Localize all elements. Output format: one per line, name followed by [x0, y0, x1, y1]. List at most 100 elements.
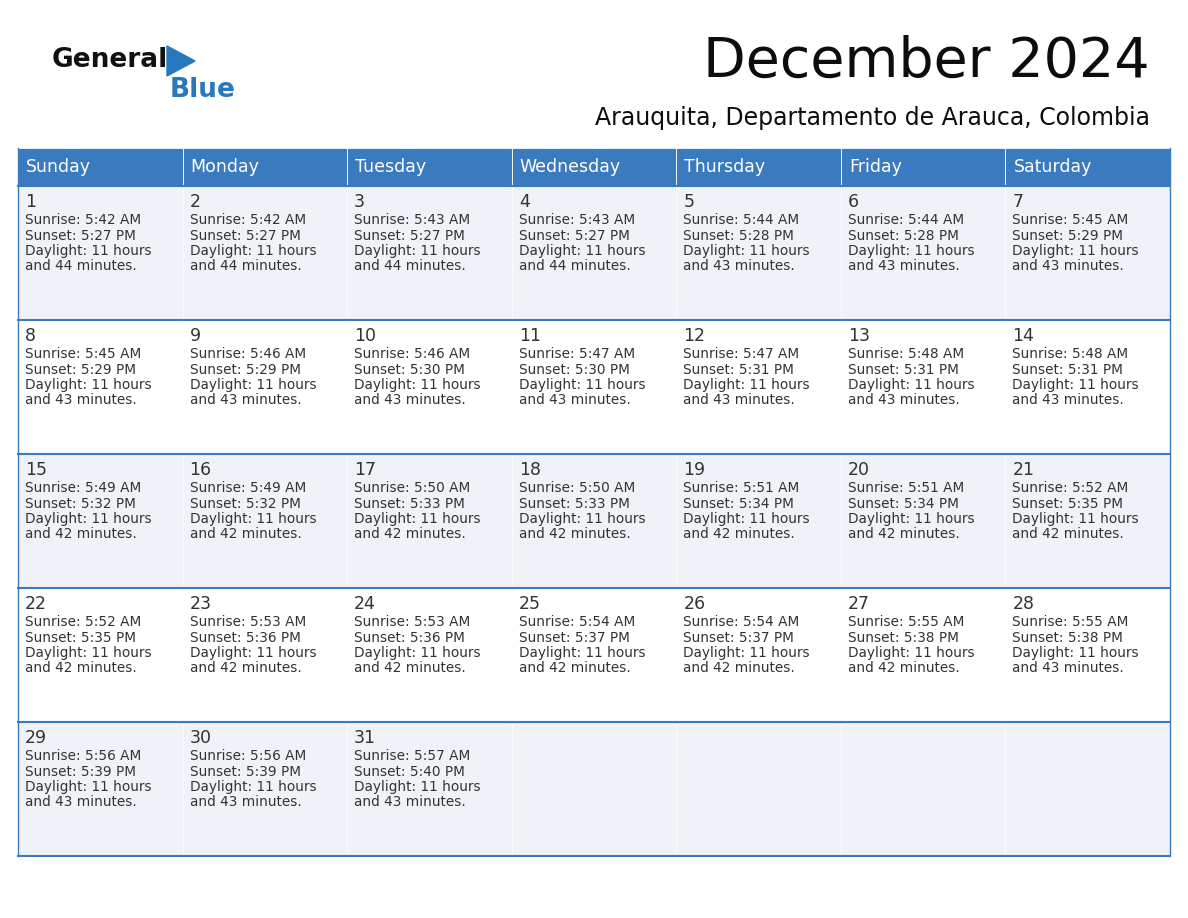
Text: 31: 31 [354, 729, 377, 747]
Text: and 43 minutes.: and 43 minutes. [354, 394, 466, 408]
Text: Sunrise: 5:54 AM: Sunrise: 5:54 AM [519, 615, 634, 629]
Text: 5: 5 [683, 193, 694, 211]
Text: Tuesday: Tuesday [355, 158, 426, 176]
Text: 9: 9 [190, 327, 201, 345]
Bar [841, 588, 1005, 722]
Text: 28: 28 [1012, 595, 1035, 613]
Text: Daylight: 11 hours: Daylight: 11 hours [683, 378, 810, 392]
Text: Monday: Monday [190, 158, 259, 176]
Bar [512, 722, 676, 856]
Text: and 43 minutes.: and 43 minutes. [683, 394, 795, 408]
Text: 10: 10 [354, 327, 377, 345]
Text: Sunset: 5:30 PM: Sunset: 5:30 PM [519, 363, 630, 376]
Bar [676, 320, 841, 454]
Text: Blue: Blue [170, 77, 236, 103]
Text: and 42 minutes.: and 42 minutes. [683, 528, 795, 542]
Text: and 43 minutes.: and 43 minutes. [25, 796, 137, 810]
Text: Sunset: 5:36 PM: Sunset: 5:36 PM [190, 631, 301, 644]
Text: 6: 6 [848, 193, 859, 211]
Text: December 2024: December 2024 [703, 35, 1150, 89]
Bar [1005, 186, 1170, 320]
Bar [1005, 148, 1170, 186]
Text: Friday: Friday [849, 158, 902, 176]
Bar [1005, 722, 1170, 856]
Text: Sunrise: 5:50 AM: Sunrise: 5:50 AM [354, 481, 470, 495]
Text: 17: 17 [354, 461, 377, 479]
Text: Sunrise: 5:55 AM: Sunrise: 5:55 AM [1012, 615, 1129, 629]
Text: 14: 14 [1012, 327, 1035, 345]
Text: Daylight: 11 hours: Daylight: 11 hours [190, 646, 316, 660]
Text: Wednesday: Wednesday [519, 158, 621, 176]
Text: Daylight: 11 hours: Daylight: 11 hours [848, 646, 974, 660]
Text: and 42 minutes.: and 42 minutes. [683, 662, 795, 676]
Text: Sunrise: 5:52 AM: Sunrise: 5:52 AM [1012, 481, 1129, 495]
Text: Daylight: 11 hours: Daylight: 11 hours [683, 512, 810, 526]
Text: and 42 minutes.: and 42 minutes. [848, 662, 960, 676]
Text: Arauquita, Departamento de Arauca, Colombia: Arauquita, Departamento de Arauca, Colom… [595, 106, 1150, 130]
Text: General: General [52, 47, 169, 73]
Text: and 43 minutes.: and 43 minutes. [848, 260, 960, 274]
Text: 22: 22 [25, 595, 48, 613]
Text: Sunrise: 5:51 AM: Sunrise: 5:51 AM [683, 481, 800, 495]
Text: Sunset: 5:27 PM: Sunset: 5:27 PM [519, 229, 630, 242]
Text: Daylight: 11 hours: Daylight: 11 hours [848, 512, 974, 526]
Bar [676, 454, 841, 588]
Text: 7: 7 [1012, 193, 1023, 211]
Text: and 42 minutes.: and 42 minutes. [1012, 528, 1124, 542]
Text: and 43 minutes.: and 43 minutes. [519, 394, 631, 408]
Text: Sunset: 5:35 PM: Sunset: 5:35 PM [1012, 497, 1124, 510]
Text: Sunrise: 5:43 AM: Sunrise: 5:43 AM [354, 213, 470, 227]
Bar [18, 186, 183, 320]
Text: and 42 minutes.: and 42 minutes. [190, 528, 302, 542]
Bar [841, 186, 1005, 320]
Text: Sunset: 5:27 PM: Sunset: 5:27 PM [354, 229, 465, 242]
Text: Sunset: 5:27 PM: Sunset: 5:27 PM [190, 229, 301, 242]
Polygon shape [168, 46, 195, 76]
Text: 1: 1 [25, 193, 36, 211]
Text: 8: 8 [25, 327, 36, 345]
Text: Sunrise: 5:53 AM: Sunrise: 5:53 AM [354, 615, 470, 629]
Bar [183, 320, 347, 454]
Text: Sunset: 5:39 PM: Sunset: 5:39 PM [25, 765, 135, 778]
Text: Sunrise: 5:49 AM: Sunrise: 5:49 AM [190, 481, 305, 495]
Text: 23: 23 [190, 595, 211, 613]
Text: and 43 minutes.: and 43 minutes. [190, 394, 302, 408]
Text: Daylight: 11 hours: Daylight: 11 hours [519, 244, 645, 258]
Bar [1005, 454, 1170, 588]
Text: 27: 27 [848, 595, 870, 613]
Text: Sunrise: 5:52 AM: Sunrise: 5:52 AM [25, 615, 141, 629]
Bar [841, 320, 1005, 454]
Text: Daylight: 11 hours: Daylight: 11 hours [683, 646, 810, 660]
Bar [18, 588, 183, 722]
Text: 26: 26 [683, 595, 706, 613]
Bar [1005, 320, 1170, 454]
Text: 25: 25 [519, 595, 541, 613]
Text: Daylight: 11 hours: Daylight: 11 hours [1012, 646, 1139, 660]
Text: Daylight: 11 hours: Daylight: 11 hours [848, 378, 974, 392]
Text: Sunrise: 5:55 AM: Sunrise: 5:55 AM [848, 615, 965, 629]
Text: and 42 minutes.: and 42 minutes. [190, 662, 302, 676]
Text: Sunrise: 5:54 AM: Sunrise: 5:54 AM [683, 615, 800, 629]
Text: Sunset: 5:31 PM: Sunset: 5:31 PM [848, 363, 959, 376]
Text: 4: 4 [519, 193, 530, 211]
Text: and 42 minutes.: and 42 minutes. [354, 528, 466, 542]
Text: 13: 13 [848, 327, 870, 345]
Bar [183, 588, 347, 722]
Text: and 42 minutes.: and 42 minutes. [848, 528, 960, 542]
Text: Daylight: 11 hours: Daylight: 11 hours [519, 512, 645, 526]
Text: Daylight: 11 hours: Daylight: 11 hours [354, 244, 481, 258]
Text: Sunset: 5:29 PM: Sunset: 5:29 PM [190, 363, 301, 376]
Text: 15: 15 [25, 461, 48, 479]
Bar [347, 186, 512, 320]
Bar [512, 320, 676, 454]
Text: Sunset: 5:28 PM: Sunset: 5:28 PM [848, 229, 959, 242]
Bar [18, 148, 183, 186]
Text: Daylight: 11 hours: Daylight: 11 hours [1012, 244, 1139, 258]
Text: 19: 19 [683, 461, 706, 479]
Text: Daylight: 11 hours: Daylight: 11 hours [354, 780, 481, 794]
Text: 24: 24 [354, 595, 377, 613]
Text: Sunrise: 5:45 AM: Sunrise: 5:45 AM [1012, 213, 1129, 227]
Text: Daylight: 11 hours: Daylight: 11 hours [25, 378, 152, 392]
Text: and 44 minutes.: and 44 minutes. [190, 260, 302, 274]
Text: Daylight: 11 hours: Daylight: 11 hours [354, 646, 481, 660]
